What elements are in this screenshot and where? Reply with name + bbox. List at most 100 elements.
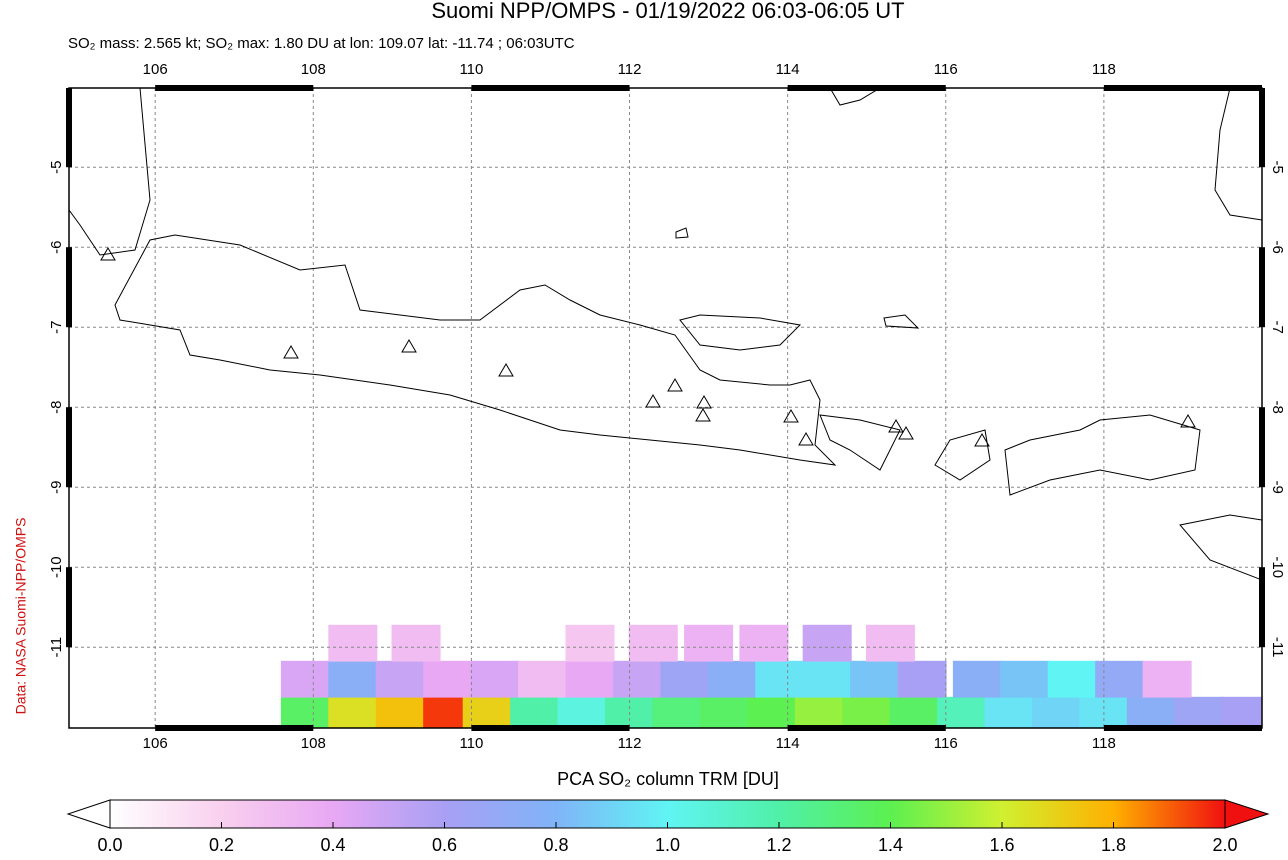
y-tick-label-left: -6	[48, 241, 65, 254]
colorbar-tick-label: 1.6	[989, 835, 1014, 855]
so2-cell	[684, 624, 734, 662]
x-tick-label-bottom: 112	[618, 735, 642, 752]
volcano-markers	[100, 247, 1196, 447]
colorbar-tick-label: 1.4	[878, 835, 903, 855]
frame-bar	[471, 85, 630, 91]
y-tick-label-left: -10	[48, 556, 65, 578]
coastline	[934, 429, 991, 481]
so2-cell	[652, 696, 702, 728]
y-tick-label-right: -11	[1269, 637, 1286, 658]
credit: Data: NASA Suomi-NPP/OMPS	[13, 518, 29, 715]
coastline	[1004, 414, 1201, 496]
y-tick-label-right: -9	[1269, 481, 1286, 494]
so2-cell	[842, 696, 892, 728]
colorbar-label: PCA SO₂ column TRM [DU]	[557, 769, 779, 789]
so2-cell	[794, 696, 844, 728]
colorbar-tick-label: 2.0	[1212, 835, 1237, 855]
frame-bar	[66, 247, 72, 328]
so2-cell	[557, 696, 607, 728]
so2-cell	[1031, 696, 1081, 728]
so2-cell	[1095, 660, 1145, 698]
colorbar-tick-label: 0.4	[320, 835, 345, 855]
x-tick-label-top: 110	[459, 61, 483, 78]
frame-bar	[66, 407, 72, 488]
frame-bar	[471, 725, 630, 731]
colorbar-tick-label: 1.8	[1101, 835, 1126, 855]
colorbar-tick-label: 0.8	[543, 835, 568, 855]
so2-cell	[739, 624, 789, 662]
subtitle: SO₂ mass: 2.565 kt; SO₂ max: 1.80 DU at …	[68, 35, 575, 52]
coastline	[1179, 514, 1262, 581]
so2-cell	[865, 624, 915, 662]
frame-bar	[155, 725, 314, 731]
so2-cell	[889, 696, 939, 728]
so2-cells	[280, 624, 1262, 728]
x-tick-label-top: 118	[1092, 61, 1116, 78]
y-tick-label-right: -7	[1269, 321, 1286, 334]
colorbar-tick-label: 0.0	[97, 835, 122, 855]
x-tick-label-top: 108	[301, 61, 326, 78]
frame-bars	[66, 85, 1265, 731]
graticule	[69, 88, 1262, 728]
so2-cell	[747, 696, 797, 728]
so2-cell	[328, 696, 378, 728]
so2-cell	[612, 660, 662, 698]
so2-cell	[707, 660, 757, 698]
so2-cell	[755, 660, 805, 698]
so2-cell	[1221, 696, 1262, 728]
map-area	[69, 88, 1262, 728]
x-tick-label-bottom: 110	[459, 735, 483, 752]
y-tick-label-right: -6	[1269, 241, 1286, 254]
coastline	[819, 414, 901, 471]
x-tick-label-bottom: 116	[934, 735, 958, 752]
coastline	[1214, 88, 1262, 221]
frame-bar	[155, 85, 314, 91]
x-tick-label-bottom: 114	[776, 735, 800, 752]
coastline	[679, 314, 802, 351]
y-tick-label-left: -11	[48, 637, 65, 658]
frame-bar	[1103, 85, 1262, 91]
so2-cell	[565, 624, 615, 662]
so2-cell	[699, 696, 749, 728]
y-tick-label-left: -9	[48, 481, 65, 494]
colorbar-tick-label: 0.6	[432, 835, 457, 855]
coastline	[675, 227, 920, 329]
so2-cell	[952, 660, 1002, 698]
x-tick-label-bottom: 118	[1092, 735, 1116, 752]
frame-bar	[1259, 567, 1265, 648]
so2-cell	[470, 660, 520, 698]
colorbar-tick-label: 0.2	[209, 835, 234, 855]
so2-cell	[628, 624, 678, 662]
so2-cell	[462, 696, 512, 728]
frame-bar	[66, 88, 72, 168]
so2-cell	[1000, 660, 1050, 698]
so2-cell	[660, 660, 710, 698]
so2-cell	[984, 696, 1034, 728]
so2-cell	[375, 696, 425, 728]
so2-cell	[1047, 660, 1097, 698]
so2-cell	[518, 660, 568, 698]
frame-bar	[1259, 88, 1265, 168]
y-tick-label-left: -8	[48, 401, 65, 414]
coastline	[829, 88, 881, 106]
coastlines	[69, 88, 1262, 581]
x-tick-label-bottom: 106	[143, 735, 168, 752]
axis-labels: 106 106 108 108 110 110 112 112 114 114 116 116 118 1…	[48, 61, 1286, 752]
x-tick-label-top: 106	[143, 61, 168, 78]
so2-cell	[937, 696, 987, 728]
frame-bar	[66, 567, 72, 648]
so2-cell	[1174, 696, 1224, 728]
x-tick-label-top: 114	[776, 61, 800, 78]
y-tick-label-right: -8	[1269, 401, 1286, 414]
so2-cell	[510, 696, 560, 728]
y-tick-label-right: -5	[1269, 161, 1286, 174]
frame-bar	[1259, 407, 1265, 488]
x-tick-label-top: 112	[618, 61, 642, 78]
y-tick-label-left: -5	[48, 161, 65, 174]
frame-bar	[787, 725, 946, 731]
colorbar-tick-label: 1.0	[655, 835, 680, 855]
colorbar-ticks: 0.0 0.2 0.4 0.6 0.8 1.0 1.2 1.4 1.6 1.8 2.0	[97, 822, 1238, 855]
so2-cell	[280, 696, 330, 728]
so2-cell	[280, 660, 330, 698]
y-tick-label-left: -7	[48, 321, 65, 334]
